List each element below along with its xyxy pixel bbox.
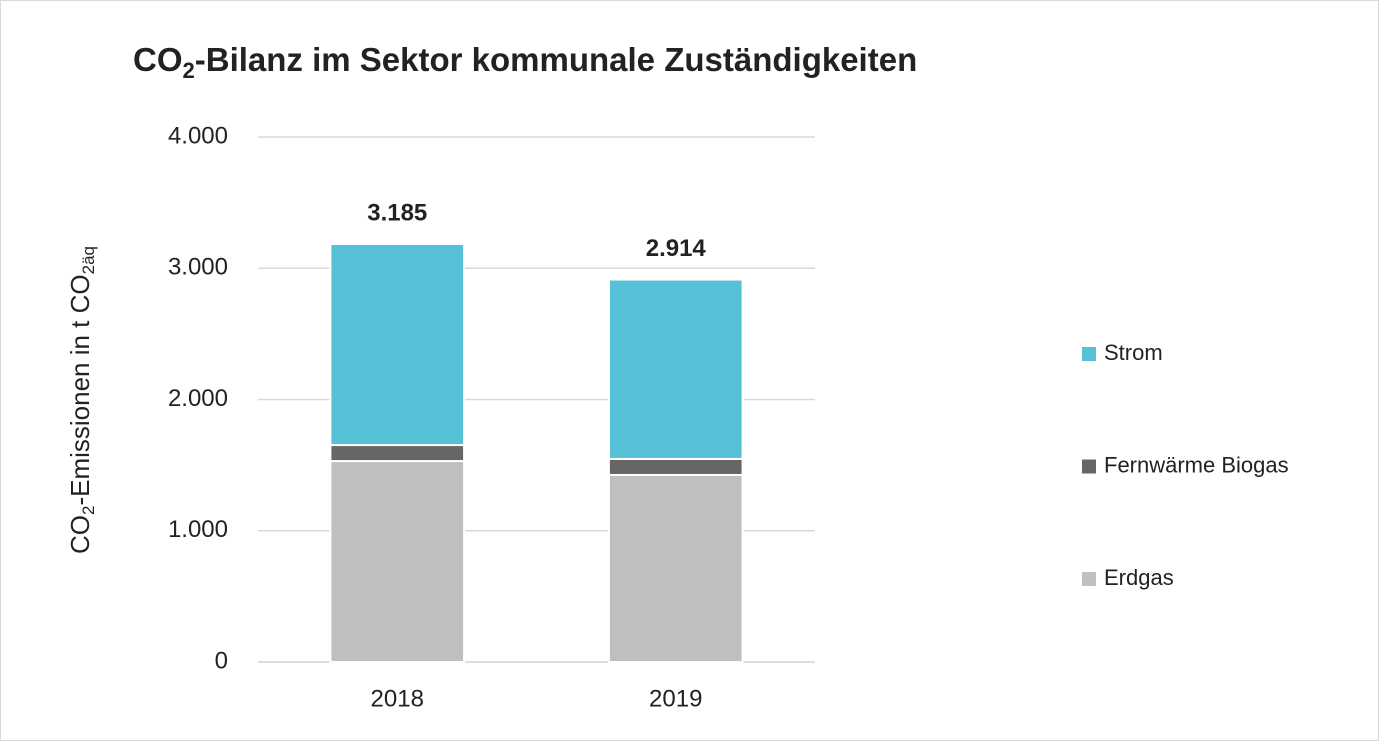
legend-label: Fernwärme Biogas	[1104, 452, 1289, 477]
bar-segment	[329, 444, 466, 463]
y-tick-label: 4.000	[168, 122, 228, 149]
total-label: 3.185	[367, 199, 427, 226]
y-tick-label: 0	[215, 647, 228, 674]
legend-swatch	[1082, 572, 1096, 586]
ylabel-part: -Emissionen in t CO	[65, 274, 95, 505]
title-part: -Bilanz im Sektor kommunale Zuständigkei…	[195, 41, 917, 78]
ylabel-sub: 2	[79, 506, 98, 515]
x-tick-label: 2019	[649, 685, 702, 712]
legend-label: Strom	[1104, 340, 1163, 365]
ylabel-sub: 2äq	[79, 246, 98, 274]
y-tick-label: 2.000	[168, 385, 228, 412]
bar-segment	[607, 457, 744, 476]
y-tick-label: 3.000	[168, 254, 228, 281]
title-sub: 2	[183, 58, 195, 83]
legend-swatch	[1082, 347, 1096, 361]
legend-label: Erdgas	[1104, 565, 1174, 590]
legend-swatch	[1082, 459, 1096, 474]
x-tick-label: 2018	[371, 685, 424, 712]
chart-title: CO2-Bilanz im Sektor kommunale Zuständig…	[133, 41, 917, 83]
bar-segment	[607, 473, 744, 663]
total-label: 2.914	[646, 235, 707, 262]
bar-segment	[329, 242, 466, 447]
title-part: CO	[133, 41, 183, 78]
bar-segment	[607, 278, 744, 460]
ylabel-part: CO	[65, 515, 95, 554]
bar-segment	[329, 460, 466, 663]
y-axis-label: CO2-Emissionen in t CO2äq	[65, 246, 99, 554]
y-tick-label: 1.000	[168, 516, 228, 543]
